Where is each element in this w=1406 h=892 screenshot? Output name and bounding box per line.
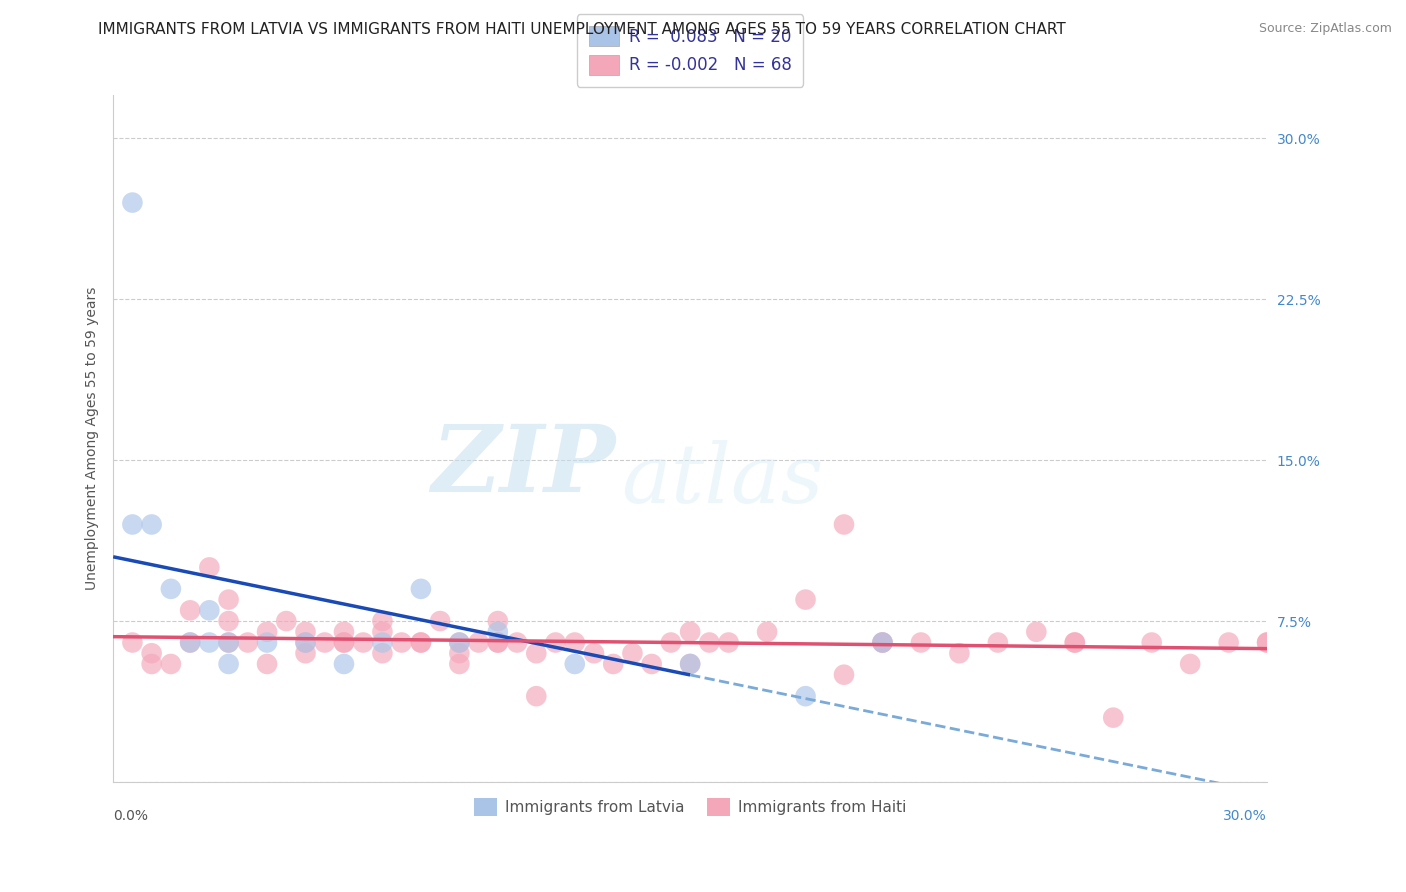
- Point: [429, 614, 451, 628]
- Point: [333, 635, 356, 649]
- Point: [371, 635, 394, 649]
- Text: IMMIGRANTS FROM LATVIA VS IMMIGRANTS FROM HAITI UNEMPLOYMENT AMONG AGES 55 TO 59: IMMIGRANTS FROM LATVIA VS IMMIGRANTS FRO…: [98, 22, 1066, 37]
- Point: [486, 635, 509, 649]
- Point: [449, 646, 471, 660]
- Point: [294, 635, 316, 649]
- Point: [987, 635, 1010, 649]
- Point: [872, 635, 894, 649]
- Point: [198, 560, 221, 574]
- Point: [294, 646, 316, 660]
- Point: [449, 635, 471, 649]
- Point: [1063, 635, 1085, 649]
- Point: [294, 635, 316, 649]
- Point: [832, 667, 855, 681]
- Point: [872, 635, 894, 649]
- Point: [1025, 624, 1047, 639]
- Point: [659, 635, 682, 649]
- Text: ZIP: ZIP: [430, 421, 616, 511]
- Text: Source: ZipAtlas.com: Source: ZipAtlas.com: [1258, 22, 1392, 36]
- Point: [449, 635, 471, 649]
- Point: [256, 635, 278, 649]
- Point: [179, 635, 201, 649]
- Point: [564, 635, 586, 649]
- Point: [832, 517, 855, 532]
- Point: [524, 646, 547, 660]
- Point: [121, 517, 143, 532]
- Point: [717, 635, 740, 649]
- Point: [449, 657, 471, 671]
- Point: [794, 689, 817, 703]
- Point: [160, 657, 183, 671]
- Point: [602, 657, 624, 671]
- Point: [1063, 635, 1085, 649]
- Point: [141, 517, 163, 532]
- Point: [679, 624, 702, 639]
- Point: [236, 635, 259, 649]
- Point: [333, 635, 356, 649]
- Point: [276, 614, 298, 628]
- Point: [544, 635, 567, 649]
- Point: [467, 635, 489, 649]
- Point: [679, 657, 702, 671]
- Point: [218, 614, 240, 628]
- Point: [141, 646, 163, 660]
- Y-axis label: Unemployment Among Ages 55 to 59 years: Unemployment Among Ages 55 to 59 years: [86, 287, 100, 591]
- Point: [218, 635, 240, 649]
- Point: [910, 635, 932, 649]
- Point: [621, 646, 644, 660]
- Point: [1256, 635, 1278, 649]
- Point: [486, 624, 509, 639]
- Point: [218, 592, 240, 607]
- Point: [160, 582, 183, 596]
- Point: [409, 635, 432, 649]
- Point: [333, 657, 356, 671]
- Point: [948, 646, 970, 660]
- Point: [294, 624, 316, 639]
- Text: 30.0%: 30.0%: [1223, 809, 1267, 823]
- Text: atlas: atlas: [621, 440, 824, 520]
- Point: [141, 657, 163, 671]
- Point: [198, 635, 221, 649]
- Point: [582, 646, 605, 660]
- Point: [1102, 711, 1125, 725]
- Point: [486, 614, 509, 628]
- Point: [1256, 635, 1278, 649]
- Point: [1140, 635, 1163, 649]
- Point: [371, 614, 394, 628]
- Point: [756, 624, 779, 639]
- Point: [198, 603, 221, 617]
- Point: [409, 582, 432, 596]
- Text: 0.0%: 0.0%: [114, 809, 148, 823]
- Point: [391, 635, 413, 649]
- Point: [179, 603, 201, 617]
- Point: [121, 635, 143, 649]
- Point: [218, 635, 240, 649]
- Point: [179, 635, 201, 649]
- Point: [506, 635, 529, 649]
- Point: [641, 657, 664, 671]
- Point: [699, 635, 721, 649]
- Point: [256, 624, 278, 639]
- Point: [352, 635, 374, 649]
- Point: [371, 624, 394, 639]
- Point: [1178, 657, 1201, 671]
- Point: [314, 635, 336, 649]
- Point: [794, 592, 817, 607]
- Point: [679, 657, 702, 671]
- Point: [218, 657, 240, 671]
- Point: [256, 657, 278, 671]
- Point: [333, 624, 356, 639]
- Point: [524, 689, 547, 703]
- Point: [1218, 635, 1240, 649]
- Legend: Immigrants from Latvia, Immigrants from Haiti: Immigrants from Latvia, Immigrants from …: [468, 791, 912, 822]
- Point: [409, 635, 432, 649]
- Point: [121, 195, 143, 210]
- Point: [872, 635, 894, 649]
- Point: [564, 657, 586, 671]
- Point: [371, 646, 394, 660]
- Point: [486, 635, 509, 649]
